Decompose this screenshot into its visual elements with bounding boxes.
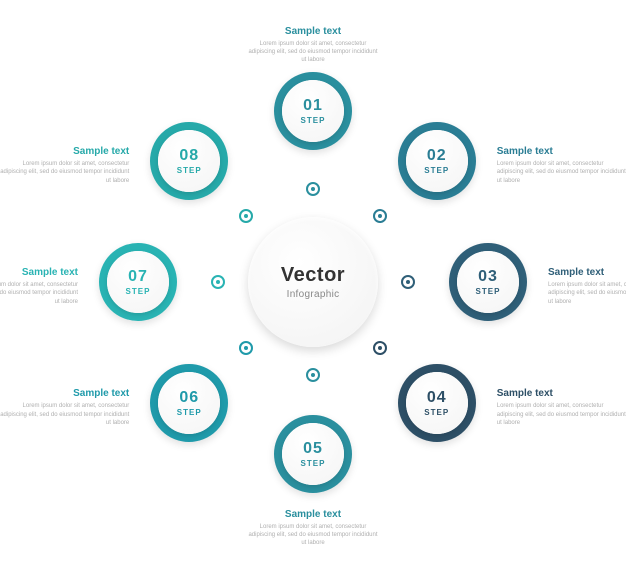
- center-circle: Vector Infographic: [248, 217, 378, 347]
- connector-dot: [373, 209, 387, 223]
- connector-dot: [239, 341, 253, 355]
- step-number: 06: [179, 389, 199, 407]
- step-node-02: 02STEP: [398, 122, 476, 200]
- step-inner: 03STEP: [457, 251, 519, 313]
- step-text-block: Sample text Lorem ipsum dolor sit amet, c…: [497, 146, 626, 185]
- step-inner: 04STEP: [406, 372, 468, 434]
- step-text-block: Sample text Lorem ipsum dolor sit amet, c…: [248, 509, 378, 548]
- step-inner: 07STEP: [107, 251, 169, 313]
- step-text-title: Sample text: [0, 267, 78, 278]
- step-node-07: 07STEP: [99, 243, 177, 321]
- step-number: 07: [128, 268, 148, 286]
- connector-dot: [373, 341, 387, 355]
- step-node-03: 03STEP: [449, 243, 527, 321]
- step-node-06: 06STEP: [150, 364, 228, 442]
- step-text-body: Lorem ipsum dolor sit amet, consectetur …: [0, 281, 78, 306]
- step-text-title: Sample text: [0, 388, 129, 399]
- step-text-title: Sample text: [248, 509, 378, 520]
- step-inner: 01STEP: [282, 80, 344, 142]
- step-text-block: Sample text Lorem ipsum dolor sit amet, c…: [497, 388, 626, 427]
- step-inner: 08STEP: [158, 130, 220, 192]
- step-inner: 05STEP: [282, 423, 344, 485]
- step-text-body: Lorem ipsum dolor sit amet, consectetur …: [248, 40, 378, 65]
- step-text-block: Sample text Lorem ipsum dolor sit amet, c…: [0, 388, 129, 427]
- center-title: Vector: [281, 264, 345, 287]
- step-text-title: Sample text: [497, 388, 626, 399]
- step-number: 08: [179, 147, 199, 165]
- step-text-title: Sample text: [548, 267, 626, 278]
- step-label: STEP: [177, 408, 202, 417]
- step-text-body: Lorem ipsum dolor sit amet, consectetur …: [0, 402, 129, 427]
- step-text-block: Sample text Lorem ipsum dolor sit amet, c…: [248, 26, 378, 65]
- step-text-body: Lorem ipsum dolor sit amet, consectetur …: [548, 281, 626, 306]
- step-text-block: Sample text Lorem ipsum dolor sit amet, c…: [0, 267, 78, 306]
- step-text-body: Lorem ipsum dolor sit amet, consectetur …: [0, 160, 129, 185]
- step-text-title: Sample text: [248, 26, 378, 37]
- step-label: STEP: [301, 116, 326, 125]
- step-number: 05: [303, 440, 323, 458]
- step-label: STEP: [424, 166, 449, 175]
- step-label: STEP: [424, 408, 449, 417]
- step-text-title: Sample text: [497, 146, 626, 157]
- step-label: STEP: [177, 166, 202, 175]
- connector-dot: [306, 182, 320, 196]
- step-text-body: Lorem ipsum dolor sit amet, consectetur …: [497, 402, 626, 427]
- step-text-body: Lorem ipsum dolor sit amet, consectetur …: [248, 523, 378, 548]
- step-text-block: Sample text Lorem ipsum dolor sit amet, c…: [548, 267, 626, 306]
- step-label: STEP: [126, 287, 151, 296]
- step-node-08: 08STEP: [150, 122, 228, 200]
- step-node-04: 04STEP: [398, 364, 476, 442]
- step-number: 03: [478, 268, 498, 286]
- step-inner: 02STEP: [406, 130, 468, 192]
- step-label: STEP: [476, 287, 501, 296]
- step-node-05: 05STEP: [274, 415, 352, 493]
- step-text-body: Lorem ipsum dolor sit amet, consectetur …: [497, 160, 626, 185]
- connector-dot: [211, 275, 225, 289]
- step-text-block: Sample text Lorem ipsum dolor sit amet, c…: [0, 146, 129, 185]
- center-subtitle: Infographic: [287, 289, 340, 300]
- step-text-title: Sample text: [0, 146, 129, 157]
- infographic-canvas: Vector Infographic 01STEPSample textLore…: [0, 0, 626, 564]
- connector-dot: [239, 209, 253, 223]
- step-label: STEP: [301, 459, 326, 468]
- step-number: 01: [303, 97, 323, 115]
- step-number: 02: [427, 147, 447, 165]
- step-node-01: 01STEP: [274, 72, 352, 150]
- connector-dot: [306, 368, 320, 382]
- step-number: 04: [427, 389, 447, 407]
- connector-dot: [401, 275, 415, 289]
